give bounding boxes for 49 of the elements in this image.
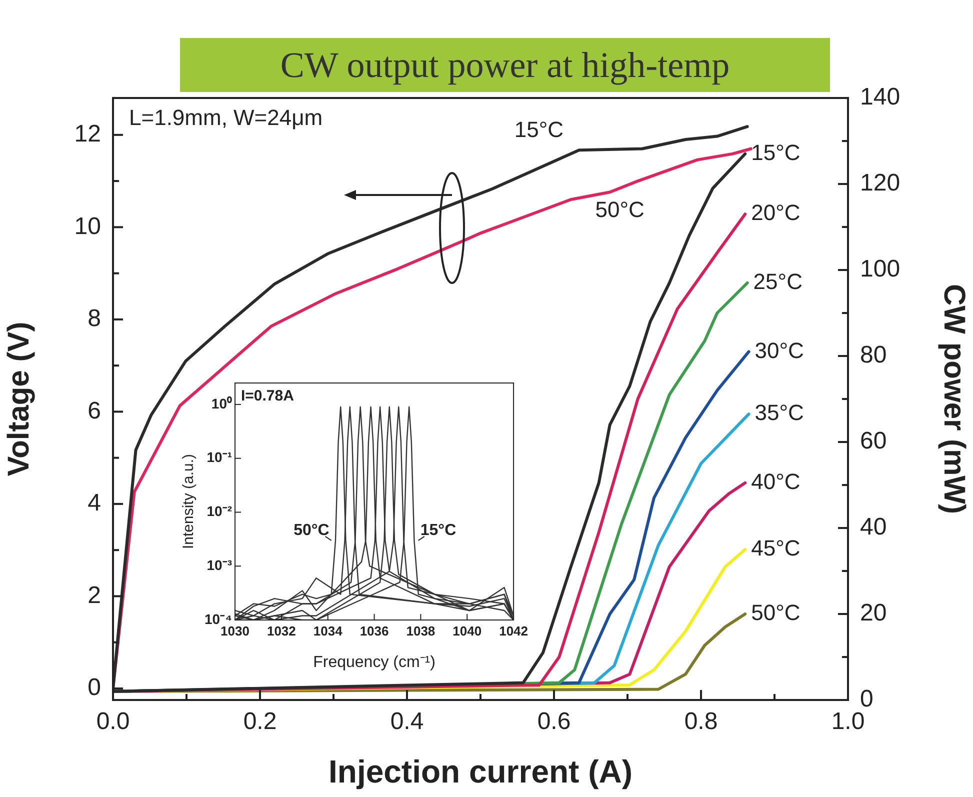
x-axis-title: Frequency (cm⁻¹) [313, 654, 436, 671]
series-label: 45°C [751, 536, 800, 561]
x-tick-label: 0.0 [96, 708, 130, 736]
series-label: 15°C [514, 117, 564, 142]
annotation: L=1.9mm, W=24μm [129, 105, 323, 130]
x-tick-label: 1034 [313, 623, 344, 638]
y-axis-title: Intensity (a.u.) [180, 454, 198, 550]
x-tick-label: 1038 [406, 623, 436, 638]
x-tick-label: 0.4 [390, 708, 424, 736]
x-tick-label: 1036 [360, 623, 389, 638]
x-tick-label: 0.8 [684, 708, 718, 736]
y-tick-label: 10⁰ [211, 395, 232, 412]
y-tick-label: 10 [74, 212, 101, 240]
chart-title: CW output power at high-temp [180, 38, 830, 92]
x-tick-label: 0.2 [243, 708, 277, 736]
x-tick-label: 1040 [452, 623, 482, 638]
y2-tick-label: 60 [860, 428, 887, 455]
x-tick-label: 1042 [499, 623, 528, 638]
annotation: 50°C [294, 522, 330, 539]
y-tick-label: 4 [88, 490, 101, 517]
y2-tick-label: 80 [860, 342, 887, 369]
series-label: 50°C [751, 600, 800, 626]
series-label: 40°C [751, 468, 800, 494]
annotation: I=0.78A [241, 388, 294, 405]
y2-tick-label: 120 [860, 170, 900, 197]
y-tick-label: 10⁻³ [206, 556, 232, 573]
y-tick-label: 6 [88, 397, 101, 424]
y-tick-label: 8 [88, 305, 101, 332]
x-tick-label: 1032 [266, 623, 296, 638]
annotation: 15°C [420, 522, 457, 539]
series-label: 15°C [751, 140, 800, 165]
y2-axis-title: CW power (mW) [938, 284, 971, 514]
series-label: 50°C [595, 197, 645, 222]
y-tick-label: 10⁻¹ [206, 449, 232, 466]
y-tick-label: 2 [88, 582, 101, 609]
series-label: 25°C [753, 268, 803, 294]
y-tick-label: 10⁻² [206, 503, 232, 520]
x-axis-title: Injection current (A) [328, 754, 633, 790]
y2-tick-label: 40 [860, 514, 887, 541]
x-tick-label: 0.6 [537, 708, 571, 736]
y-axis-title: Voltage (V) [2, 322, 36, 476]
y2-tick-label: 20 [860, 600, 887, 627]
y-tick-label: 12 [74, 120, 101, 148]
y2-tick-label: 140 [860, 84, 900, 111]
series-label: 30°C [754, 338, 804, 363]
y-tick-label: 0 [88, 674, 101, 702]
series-label: 35°C [754, 400, 804, 426]
y2-tick-label: 100 [860, 256, 900, 283]
series-label: 20°C [751, 200, 800, 226]
